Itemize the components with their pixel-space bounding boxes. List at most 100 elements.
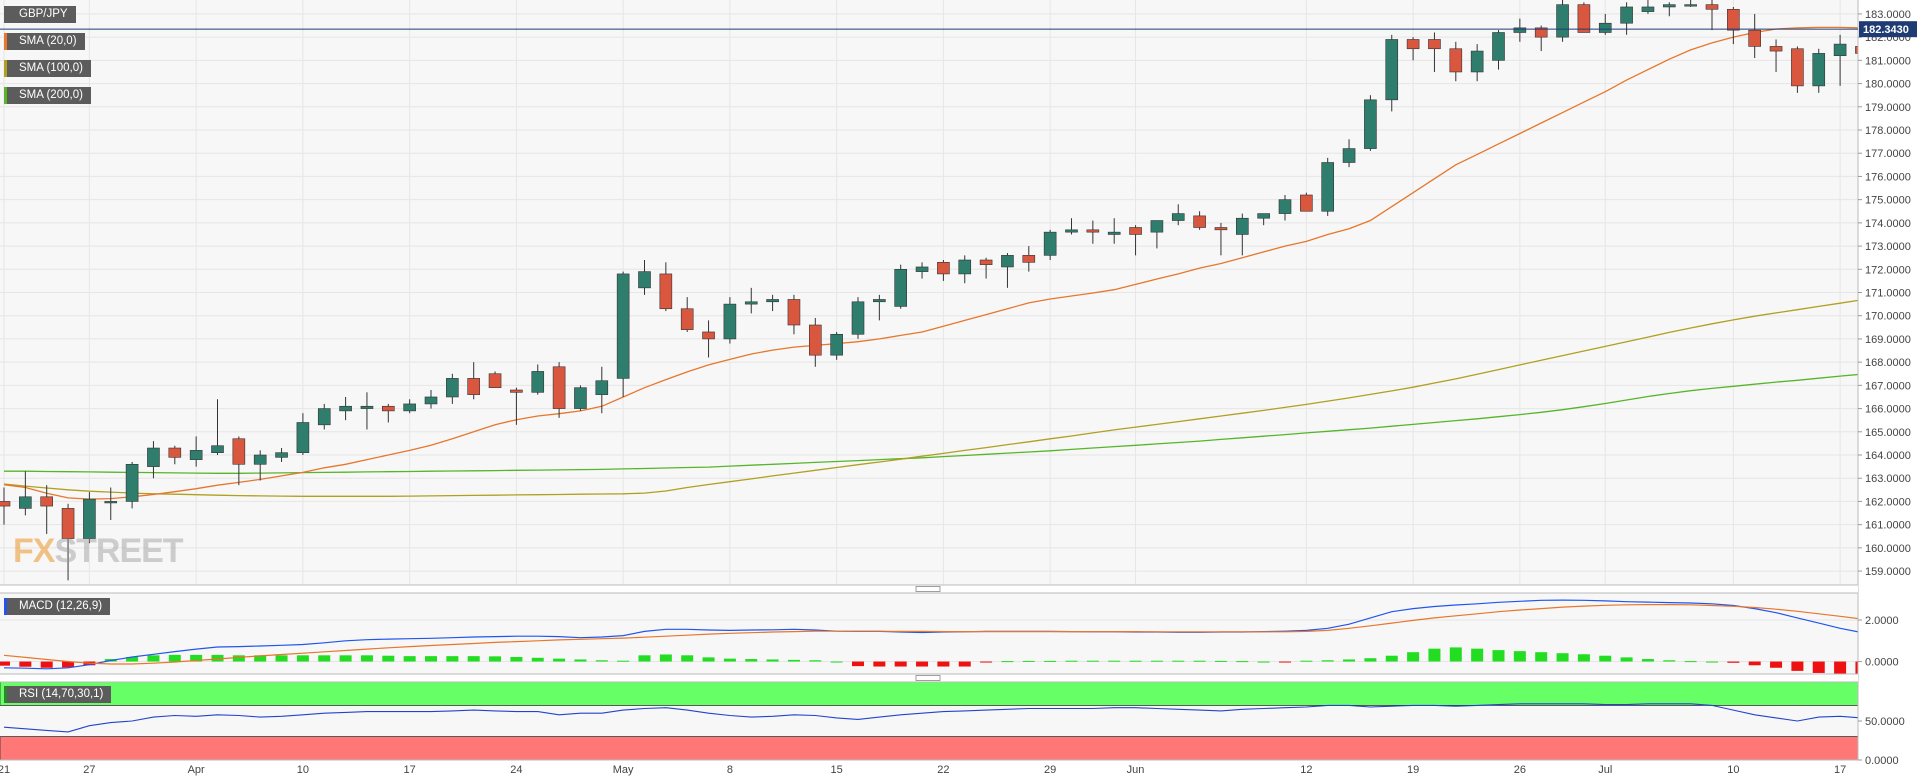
candle-up bbox=[766, 299, 779, 303]
candle-down bbox=[1086, 229, 1100, 233]
candle-down bbox=[1193, 215, 1206, 228]
rsi-line bbox=[3, 703, 1918, 733]
candle-down bbox=[1769, 46, 1783, 52]
splitter-handle[interactable] bbox=[915, 586, 941, 592]
candle-up bbox=[1641, 6, 1655, 12]
candle-down bbox=[1300, 194, 1313, 212]
legend-symbol[interactable]: GBP/JPY bbox=[4, 6, 76, 23]
candle-up bbox=[638, 271, 651, 289]
price-tick-label: 172.0000 bbox=[1865, 264, 1911, 276]
candle-up bbox=[915, 266, 929, 272]
legend-sma100[interactable]: SMA (100,0) bbox=[4, 60, 91, 77]
candle-down bbox=[680, 308, 694, 330]
macd-histogram-bar bbox=[574, 659, 587, 662]
price-tick-label: 159.0000 bbox=[1865, 566, 1911, 578]
candle-up bbox=[1043, 231, 1057, 256]
watermark-fx: FX bbox=[13, 532, 55, 570]
candle-up bbox=[189, 450, 203, 460]
macd-histogram-bar bbox=[1791, 661, 1804, 671]
price-tick-label: 171.0000 bbox=[1865, 288, 1911, 300]
date-label: 17 bbox=[404, 764, 416, 776]
date-label: Jul bbox=[1598, 764, 1612, 776]
candle-up bbox=[83, 498, 96, 539]
legend-sma20[interactable]: SMA (20,0) bbox=[4, 33, 85, 50]
macd-histogram-bar bbox=[681, 655, 694, 662]
macd-histogram-bar bbox=[425, 656, 437, 662]
macd-histogram-bar bbox=[446, 656, 459, 662]
price-tick-label: 164.0000 bbox=[1865, 450, 1911, 462]
price-tick-label: 179.0000 bbox=[1865, 102, 1911, 114]
candle-up bbox=[1812, 53, 1826, 87]
candle-up bbox=[958, 259, 972, 275]
macd-panel-grid bbox=[0, 593, 1858, 674]
macd-histogram-bar bbox=[296, 655, 309, 662]
candle-up bbox=[1385, 39, 1399, 101]
macd-histogram-bar bbox=[1599, 655, 1612, 662]
legend-macd[interactable]: MACD (12,26,9) bbox=[4, 598, 111, 615]
date-label: May bbox=[613, 764, 634, 776]
macd-histogram-bar bbox=[638, 655, 651, 662]
panel-splitters[interactable] bbox=[0, 584, 1858, 683]
macd-histogram-bar bbox=[1556, 653, 1569, 662]
macd-histogram-bar bbox=[339, 655, 352, 662]
macd-histogram-bar bbox=[489, 656, 502, 662]
last-price-marker: 182.3430 bbox=[0, 21, 1917, 38]
rsi-overbought-zone bbox=[0, 681, 1918, 706]
macd-histogram-bar bbox=[745, 659, 758, 662]
candle-down bbox=[467, 378, 481, 395]
candle-down bbox=[510, 389, 523, 393]
candle-down bbox=[168, 447, 182, 458]
last-price-tag bbox=[1859, 21, 1917, 38]
candle-up bbox=[1364, 99, 1377, 149]
macd-histogram-bar bbox=[723, 658, 736, 662]
date-label: 29 bbox=[1044, 764, 1056, 776]
macd-histogram-bar bbox=[1364, 658, 1377, 662]
candle-up bbox=[104, 501, 118, 504]
price-tick-label: 183.0000 bbox=[1865, 9, 1911, 21]
candle-up bbox=[1513, 27, 1527, 33]
candle-up bbox=[339, 405, 352, 412]
macd-histogram-bar bbox=[659, 654, 672, 662]
macd-histogram-bar bbox=[1641, 659, 1654, 662]
splitter-handle[interactable] bbox=[915, 675, 941, 681]
macd-histogram-bar bbox=[0, 661, 10, 666]
date-label: 10 bbox=[297, 764, 309, 776]
candle-up bbox=[894, 268, 908, 307]
macd-histogram-bar bbox=[126, 656, 139, 662]
rsi-oversold-zone bbox=[0, 736, 1918, 761]
candle-up bbox=[595, 380, 609, 395]
candle-down bbox=[1748, 29, 1761, 47]
price-tick-label: 167.0000 bbox=[1865, 380, 1911, 392]
macd-histogram-bar bbox=[318, 655, 331, 662]
macd-histogram-bar bbox=[1684, 661, 1697, 663]
date-label: Apr bbox=[188, 764, 205, 776]
macd-histogram-bar bbox=[467, 656, 480, 662]
date-label: 24 bbox=[510, 764, 522, 776]
macd-histogram-bar bbox=[1279, 661, 1291, 663]
candle-down bbox=[1129, 227, 1142, 235]
candle-up bbox=[1107, 231, 1121, 235]
legend-rsi[interactable]: RSI (14,70,30,1) bbox=[4, 686, 112, 703]
date-axis: 2127Apr101724May8152229Jun121926Jul10172… bbox=[0, 759, 1858, 776]
candle-up bbox=[574, 387, 587, 409]
candle-down bbox=[552, 366, 566, 409]
macd-histogram-bar bbox=[1492, 650, 1505, 662]
macd-histogram-bar bbox=[1727, 661, 1740, 663]
macd-histogram-bar bbox=[254, 655, 267, 662]
rsi-series bbox=[3, 703, 1918, 733]
macd-histogram-bar bbox=[873, 661, 886, 667]
fxstreet-watermark: FXSTREET bbox=[13, 532, 184, 571]
legend-sma200[interactable]: SMA (200,0) bbox=[4, 87, 91, 104]
candle-down bbox=[808, 324, 822, 356]
macd-panel-bg bbox=[0, 593, 1858, 674]
macd-histogram-bar bbox=[1300, 660, 1313, 662]
date-label: 19 bbox=[1407, 764, 1419, 776]
candle-up bbox=[1620, 6, 1633, 24]
candle-down bbox=[61, 508, 75, 539]
sma100-line bbox=[3, 290, 1918, 497]
candle-down bbox=[1534, 27, 1548, 38]
price-tick-label: 160.0000 bbox=[1865, 543, 1911, 555]
candle-up bbox=[317, 408, 331, 426]
last-price-label: 182.3430 bbox=[1863, 24, 1909, 36]
candle-down bbox=[1214, 227, 1228, 231]
